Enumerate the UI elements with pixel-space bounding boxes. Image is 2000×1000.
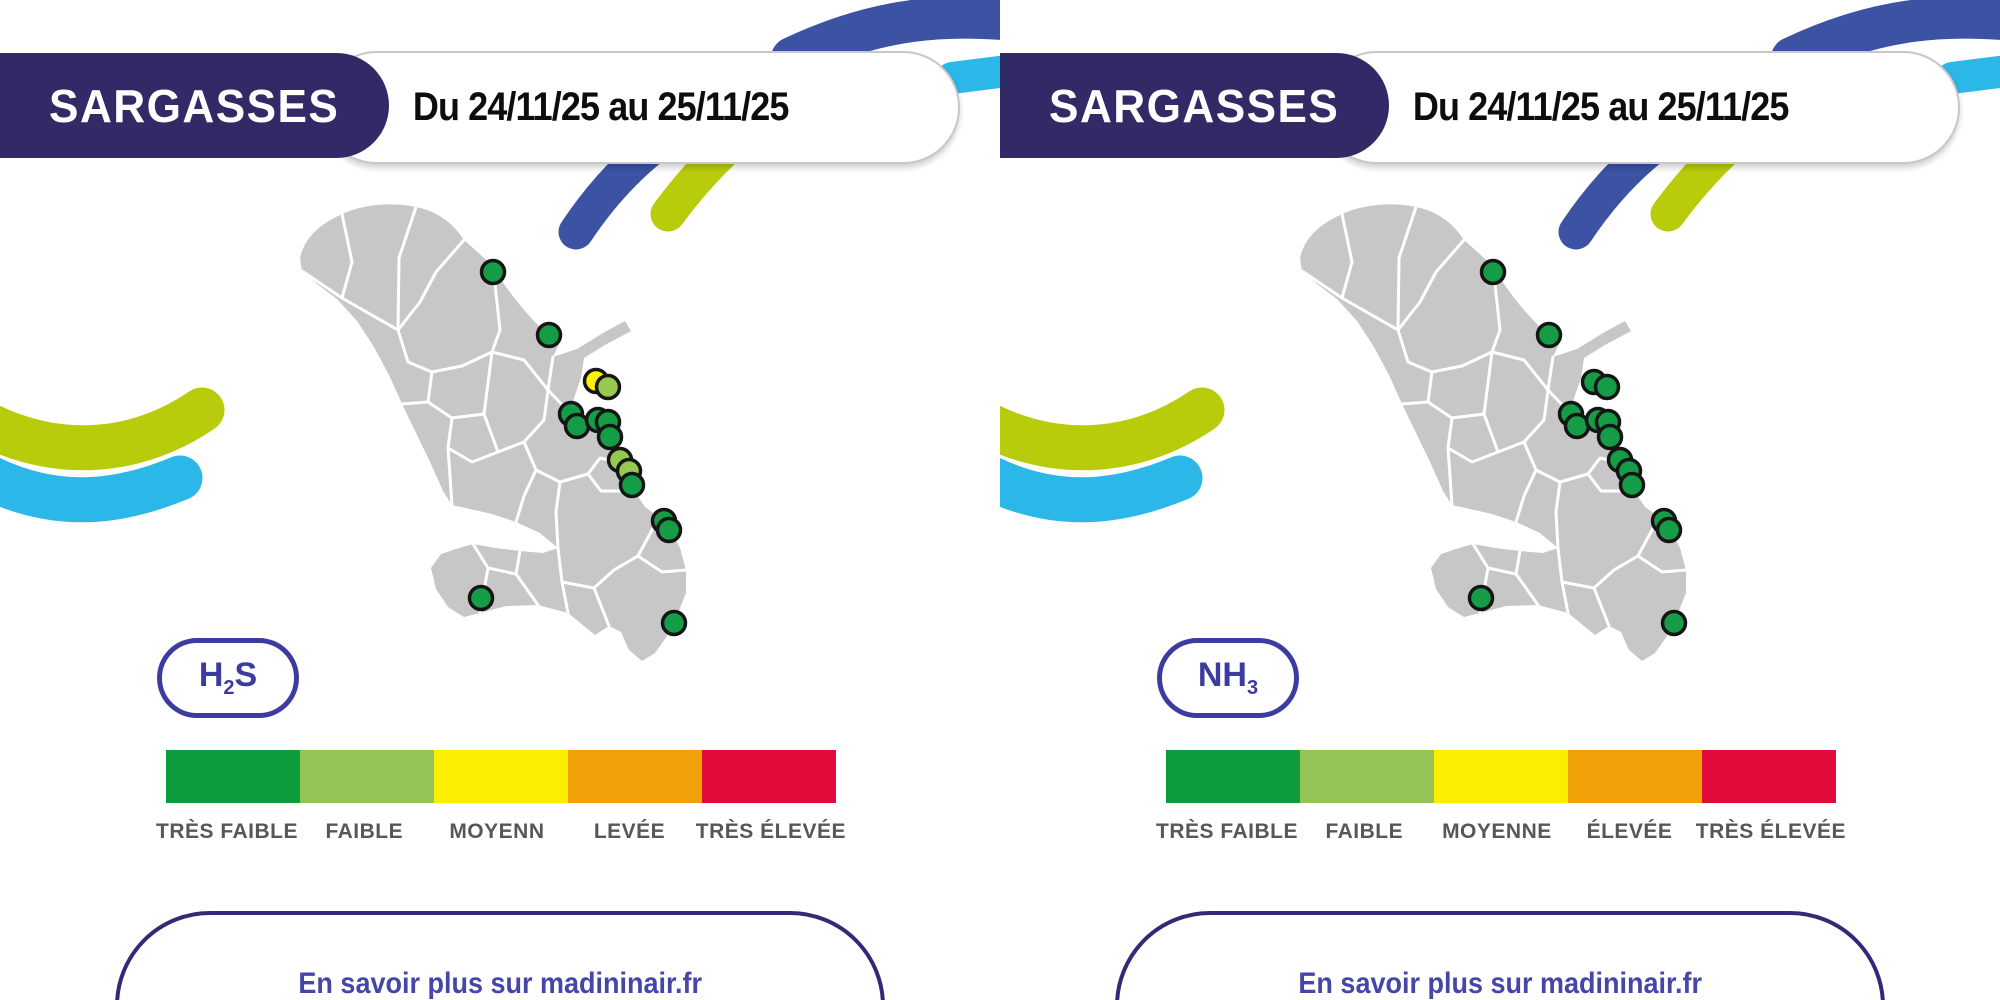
footer-box: En savoir plus sur madininair.fr xyxy=(115,911,885,1000)
date-range-pill: Du 24/11/25 au 25/11/25 xyxy=(1320,51,1960,164)
station-dot xyxy=(655,516,683,544)
legend-segment xyxy=(300,750,434,803)
station-dot xyxy=(618,471,646,499)
legend-label: TRÈS FAIBLE xyxy=(1156,820,1299,843)
station-dot xyxy=(1660,609,1688,637)
station-dot xyxy=(594,373,622,401)
risk-scale-bar xyxy=(1166,750,1836,803)
date-range-pill: Du 24/11/25 au 25/11/25 xyxy=(320,51,960,164)
station-dot xyxy=(1535,321,1563,349)
legend-label: TRÈS FAIBLE xyxy=(156,820,299,843)
legend-label: MOYENN xyxy=(449,820,545,843)
station-dot xyxy=(467,584,495,612)
footer-link[interactable]: En savoir plus sur madininair.fr xyxy=(298,967,702,1000)
station-dot xyxy=(596,423,624,451)
legend-segment xyxy=(1702,750,1836,803)
pollutant-formula: H2S xyxy=(198,656,258,699)
station-dot xyxy=(535,321,563,349)
risk-scale-labels: TRÈS FAIBLE FAIBLE MOYENN LEVÉE TRÈS ÉLE… xyxy=(156,820,846,844)
station-dot xyxy=(1479,258,1507,286)
page-title: SARGASSES xyxy=(49,79,340,132)
station-dot xyxy=(479,258,507,286)
legend-segment xyxy=(1568,750,1702,803)
station-dot xyxy=(660,609,688,637)
legend-label: LEVÉE xyxy=(593,820,666,843)
pollutant-badge-h2s: H2S xyxy=(157,638,299,718)
legend-label: MOYENNE xyxy=(1442,820,1552,843)
map-and-decorations-nh3 xyxy=(1000,0,2000,661)
risk-scale-labels: TRÈS FAIBLE FAIBLE MOYENNE ÉLEVÉE TRÈS É… xyxy=(1156,820,1846,844)
station-dots-layer xyxy=(1467,258,1688,637)
station-dot xyxy=(1596,423,1624,451)
station-dots-layer xyxy=(467,258,688,637)
legend-segment xyxy=(702,750,836,803)
legend-label: ÉLEVÉE xyxy=(1586,820,1673,843)
map-and-decorations-h2s xyxy=(0,0,1000,661)
legend-segment xyxy=(1434,750,1568,803)
legend-segment xyxy=(434,750,568,803)
footer-link[interactable]: En savoir plus sur madininair.fr xyxy=(1298,967,1702,1000)
footer-box: En savoir plus sur madininair.fr xyxy=(1115,911,1885,1000)
pollutant-badge-nh3: NH3 xyxy=(1157,638,1299,718)
page-title: SARGASSES xyxy=(1049,79,1340,132)
pollutant-formula: NH3 xyxy=(1197,656,1259,699)
legend-segment xyxy=(1166,750,1300,803)
station-dot xyxy=(1618,471,1646,499)
legend-segment xyxy=(1300,750,1434,803)
legend-segment xyxy=(568,750,702,803)
legend-label: TRÈS ÉLEVÉE xyxy=(1695,820,1846,843)
legend-label: FAIBLE xyxy=(1325,820,1404,843)
date-range-label: Du 24/11/25 au 25/11/25 xyxy=(413,85,790,129)
panel-nh3: Du 24/11/25 au 25/11/25 SARGASSES NH3 TR… xyxy=(1000,0,2000,1000)
station-dot xyxy=(1593,373,1621,401)
legend-segment xyxy=(166,750,300,803)
panel-h2s: Du 24/11/25 au 25/11/25 SARGASSES H2S TR… xyxy=(0,0,1000,1000)
title-pill: SARGASSES xyxy=(1000,53,1389,158)
station-dot xyxy=(1467,584,1495,612)
station-dot xyxy=(1655,516,1683,544)
legend-label: TRÈS ÉLEVÉE xyxy=(695,820,846,843)
title-pill: SARGASSES xyxy=(0,53,389,158)
date-range-label: Du 24/11/25 au 25/11/25 xyxy=(1413,85,1790,129)
risk-scale-bar xyxy=(166,750,836,803)
legend-label: FAIBLE xyxy=(325,820,404,843)
